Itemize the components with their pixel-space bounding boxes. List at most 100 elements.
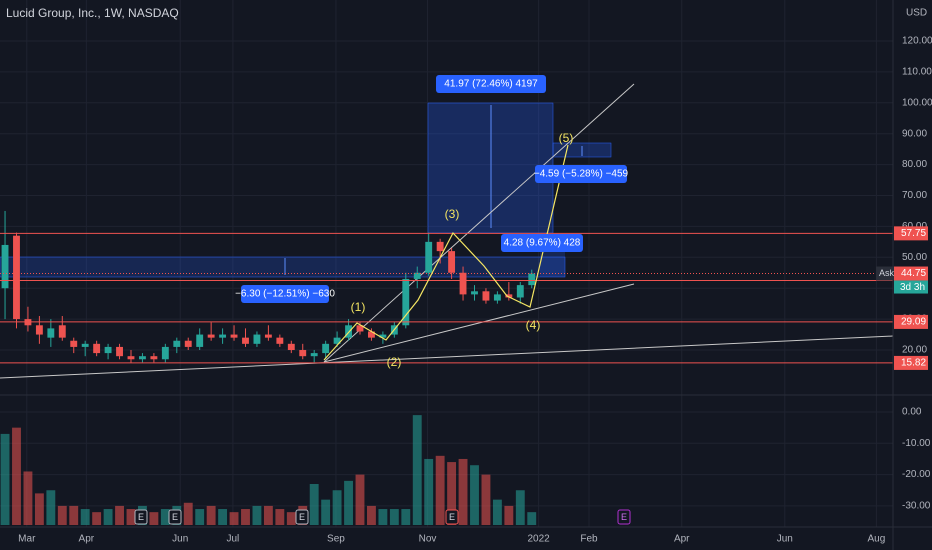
candle-body: [482, 291, 490, 301]
volume-bar: [57, 505, 67, 525]
candle-body: [425, 241, 433, 273]
price-tag-label: 57.75: [901, 228, 926, 239]
earnings-label: E: [299, 512, 305, 522]
volume-bar: [458, 458, 468, 525]
wave-label: (5): [559, 131, 574, 145]
earnings-marker: [617, 509, 631, 525]
x-tick-label: Apr: [674, 534, 690, 545]
earnings-label: E: [172, 512, 178, 522]
candle-body: [493, 294, 501, 301]
volume-bar: [263, 505, 273, 525]
candle-body: [127, 356, 135, 360]
volume-bar: [515, 490, 525, 525]
labels: 20.0030.0040.0050.0060.0070.0080.0090.00…: [18, 36, 932, 545]
candle-body: [161, 346, 169, 360]
candle-body: [47, 328, 55, 338]
volume-bar: [103, 509, 113, 525]
candle-body: [13, 235, 20, 320]
measure-label: −4.59 (−5.28%) −459: [534, 169, 629, 180]
wave-label: (4): [526, 318, 541, 332]
wave-line: [323, 144, 569, 361]
volume-bar: [23, 471, 33, 525]
volume-bar: [481, 474, 491, 525]
volume-bar: [160, 509, 170, 525]
volume-bar: [470, 465, 479, 525]
measure-label-bg: [501, 234, 583, 252]
volume-bar: [389, 509, 399, 525]
chart-title: Lucid Group, Inc., 1W, NASDAQ: [6, 6, 179, 20]
candle-body: [104, 346, 112, 354]
volume-bar: [12, 427, 21, 525]
x-tick-label: Jul: [226, 534, 239, 545]
candle-body: [116, 346, 123, 357]
trend-line: [323, 283, 635, 363]
grid: [0, 0, 893, 527]
y-tick-label: 70.00: [902, 190, 927, 201]
volume-bar: [424, 458, 434, 525]
candle-body: [299, 350, 307, 357]
measure-box: [540, 250, 565, 277]
earnings-marker: [445, 509, 459, 525]
y2-tick-label: -20.00: [902, 469, 931, 480]
volume-bar: [218, 509, 228, 525]
y-tick-label: 110.00: [902, 67, 932, 78]
y-tick-label: 80.00: [902, 159, 927, 170]
candle-body: [264, 334, 272, 338]
wave-label: (2): [387, 355, 402, 369]
y2-tick-label: -30.00: [902, 501, 931, 512]
candle-body: [505, 294, 513, 298]
volume-bar: [80, 509, 90, 525]
volume-bar: [34, 493, 44, 525]
volume-bar: [344, 480, 353, 525]
volume-bar: [412, 415, 422, 525]
volume-bar: [504, 505, 514, 525]
ask-tag: [876, 266, 894, 281]
volume-bar: [0, 433, 10, 525]
price-tag: [894, 314, 928, 329]
candle-body: [58, 325, 66, 338]
earnings-marker: [168, 509, 182, 525]
x-tick-label: Nov: [419, 534, 437, 545]
candle-body: [471, 291, 478, 295]
earnings-label: E: [621, 512, 627, 522]
measure-label: 41.97 (72.46%) 4197: [444, 79, 538, 90]
countdown-tag: [894, 280, 928, 294]
candle-body: [242, 337, 249, 344]
price-levels: [0, 232, 893, 364]
y-tick-label: 120.00: [902, 36, 932, 47]
y-tick-label: 20.00: [902, 345, 927, 356]
measure-label: 4.28 (9.67%) 428: [504, 238, 581, 249]
candle-body: [184, 340, 192, 347]
y-tick-label: 50.00: [902, 252, 927, 263]
y2-tick-label: 0.00: [902, 407, 922, 418]
measure-label-bg: [241, 285, 329, 303]
candle-body: [436, 241, 444, 252]
candle-body: [528, 273, 536, 286]
trend-line: [323, 83, 635, 363]
x-tick-label: Jun: [777, 534, 793, 545]
volume-bar: [286, 512, 296, 525]
candle-body: [333, 337, 341, 344]
volume-bar: [183, 502, 193, 525]
earnings-marker: [295, 509, 309, 525]
volume-bar: [321, 499, 331, 525]
candle-body: [35, 325, 43, 335]
volume-bar: [332, 490, 342, 525]
candle-body: [253, 334, 261, 344]
volume-bar: [275, 509, 285, 525]
earnings-marker: [134, 509, 148, 525]
candle-body: [219, 334, 227, 338]
x-tick-label: Feb: [580, 534, 598, 545]
candle-body: [356, 325, 364, 332]
measure-label: −6.30 (−12.51%) −630: [235, 289, 335, 300]
measure-label-bg: [436, 75, 546, 93]
candle-body: [207, 334, 215, 338]
candle-body: [459, 272, 467, 295]
x-tick-label: Mar: [18, 534, 36, 545]
volume-bar: [69, 505, 79, 525]
candle-body: [402, 278, 410, 326]
candle-body: [173, 340, 181, 347]
x-tick-label: Sep: [327, 534, 345, 545]
x-tick-label: Apr: [79, 534, 95, 545]
